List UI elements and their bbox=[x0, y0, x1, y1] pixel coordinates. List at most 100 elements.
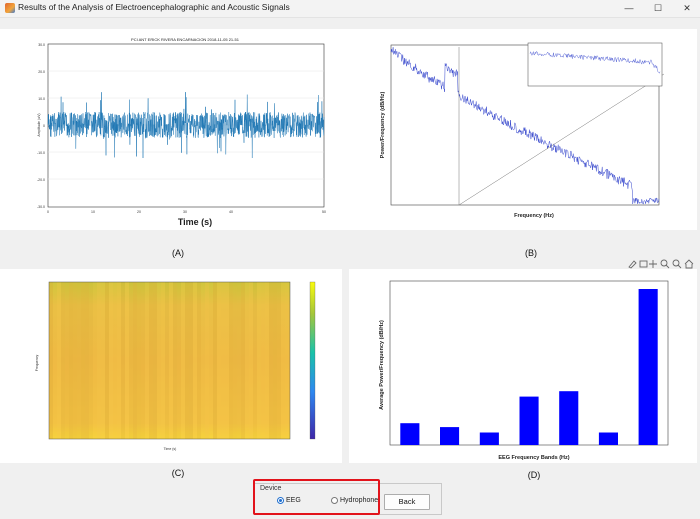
plot-a-ytick: -20.0 bbox=[37, 178, 45, 182]
spectrogram-column bbox=[205, 282, 209, 439]
spectrogram-column bbox=[161, 282, 165, 439]
spectrogram-column bbox=[57, 282, 61, 439]
plot-a-xtick: 40 bbox=[229, 210, 233, 214]
eeg-radio[interactable] bbox=[277, 497, 284, 504]
plot-c-panel: Frequency Time (s) bbox=[0, 269, 342, 463]
hydrophone-radio-label[interactable]: Hydrophone bbox=[340, 497, 379, 504]
plot-a-ytick: -30.0 bbox=[37, 205, 45, 209]
plot-a-ytick: 0 bbox=[43, 124, 45, 128]
pan-icon[interactable] bbox=[649, 260, 657, 268]
spectrogram-column bbox=[121, 282, 125, 439]
spectrogram-column bbox=[113, 282, 117, 439]
spectrogram-column bbox=[81, 282, 85, 439]
spectrogram-image bbox=[49, 282, 290, 439]
spectrogram-column bbox=[169, 282, 173, 439]
spectrogram-column bbox=[261, 282, 265, 439]
spectrogram-column bbox=[229, 282, 233, 439]
close-button[interactable]: ✕ bbox=[683, 3, 691, 13]
plot-a-ytick: 10.0 bbox=[38, 97, 45, 101]
plot-a-xtick: 20 bbox=[137, 210, 141, 214]
spectrogram-column bbox=[237, 282, 241, 439]
plot-d-bar-chart: Average Power/Frequency (dB/Hz) EEG Freq… bbox=[379, 280, 669, 461]
zoom-in-icon[interactable] bbox=[660, 259, 670, 269]
spectrogram-column bbox=[105, 282, 109, 439]
eeg-radio-label[interactable]: EEG bbox=[286, 497, 301, 504]
plot-a-title: PCI ANT ERICK RIVERA ENCARNACION 2018-11… bbox=[131, 37, 240, 42]
spectrogram-column bbox=[165, 282, 169, 439]
plot-c-xlabel: Time (s) bbox=[164, 447, 177, 451]
plot-a-eeg-signal: PCI ANT ERICK RIVERA ENCARNACION 2018-11… bbox=[37, 37, 326, 227]
spectrogram-column bbox=[125, 282, 129, 439]
bar-5 bbox=[598, 432, 618, 445]
maximize-button[interactable]: ☐ bbox=[653, 3, 663, 13]
spectrogram-column bbox=[157, 282, 161, 439]
spectrogram-column bbox=[85, 282, 89, 439]
spectrogram-column bbox=[281, 282, 285, 439]
plot-a-ylabel: Amplitude (uV) bbox=[37, 113, 41, 136]
spectrogram-column bbox=[89, 282, 93, 439]
caption-b: (B) bbox=[525, 248, 537, 258]
highlight-box bbox=[253, 479, 380, 515]
plot-d-ylabel: Average Power/Frequency (dB/Hz) bbox=[379, 320, 385, 410]
spectrogram-column bbox=[241, 282, 245, 439]
plot-a-xtick: 10 bbox=[91, 210, 95, 214]
spectrogram-column bbox=[149, 282, 153, 439]
spectrogram-column bbox=[253, 282, 257, 439]
spectrogram-column bbox=[285, 282, 289, 439]
brush-icon[interactable] bbox=[628, 260, 637, 269]
plot-d-panel: Average Power/Frequency (dB/Hz) EEG Freq… bbox=[349, 269, 697, 463]
bar-2 bbox=[479, 432, 499, 445]
spectrogram-column bbox=[145, 282, 149, 439]
window-title: Results of the Analysis of Electroenceph… bbox=[18, 2, 290, 12]
data-tip-icon[interactable] bbox=[639, 260, 648, 268]
spectrogram-column bbox=[73, 282, 77, 439]
spectrogram-column bbox=[245, 282, 249, 439]
plot-a-xtick: 50 bbox=[322, 210, 326, 214]
bar-6 bbox=[638, 289, 658, 445]
minimize-button[interactable]: — bbox=[624, 3, 634, 13]
hydrophone-radio[interactable] bbox=[331, 497, 338, 504]
home-icon[interactable] bbox=[684, 259, 694, 269]
spectrogram-column bbox=[221, 282, 225, 439]
spectrogram-column bbox=[209, 282, 213, 439]
spectrogram-column bbox=[181, 282, 185, 439]
bar-1 bbox=[440, 427, 460, 445]
plot-b-panel: Power/Frequency (dB/Hz) Frequency (Hz) bbox=[349, 29, 697, 230]
device-group-label: Device bbox=[260, 485, 282, 492]
plot-b-psd: Power/Frequency (dB/Hz) Frequency (Hz) bbox=[380, 42, 665, 219]
spectrogram-column bbox=[201, 282, 205, 439]
spectrogram-column bbox=[61, 282, 65, 439]
spectrogram-column bbox=[153, 282, 157, 439]
back-button[interactable]: Back bbox=[384, 494, 430, 510]
spectrogram-column bbox=[177, 282, 181, 439]
spectrogram-colorbar bbox=[309, 281, 316, 440]
plot-b-xlabel: Frequency (Hz) bbox=[514, 213, 554, 219]
spectrogram-column bbox=[173, 282, 177, 439]
plot-c-spectrogram: Frequency Time (s) bbox=[35, 281, 316, 451]
zoom-out-icon[interactable] bbox=[672, 259, 682, 269]
caption-d: (D) bbox=[527, 470, 541, 480]
spectrogram-column bbox=[117, 282, 121, 439]
spectrogram-column bbox=[189, 282, 193, 439]
spectrogram-column bbox=[197, 282, 201, 439]
spectrogram-column bbox=[69, 282, 73, 439]
spectrogram-column bbox=[97, 282, 101, 439]
spectrogram-column bbox=[77, 282, 81, 439]
axes-toolbar bbox=[628, 259, 694, 269]
spectrogram-column bbox=[273, 282, 277, 439]
spectrogram-column bbox=[217, 282, 221, 439]
spectrogram-column bbox=[225, 282, 229, 439]
caption-a: (A) bbox=[172, 248, 184, 258]
spectrogram-column bbox=[49, 282, 53, 439]
spectrogram-column bbox=[137, 282, 141, 439]
eeg-signal-line bbox=[47, 92, 325, 159]
plot-a-ytick: -10.0 bbox=[37, 151, 45, 155]
plot-a-xlabel: Time (s) bbox=[178, 217, 212, 227]
plot-a-ytick: 30.0 bbox=[38, 43, 45, 47]
psd-line bbox=[390, 47, 660, 205]
spectrogram-column bbox=[233, 282, 237, 439]
matlab-app-icon bbox=[5, 3, 15, 13]
psd-inset bbox=[527, 42, 663, 87]
spectrogram-column bbox=[193, 282, 197, 439]
plot-c-ylabel: Frequency bbox=[35, 354, 39, 371]
